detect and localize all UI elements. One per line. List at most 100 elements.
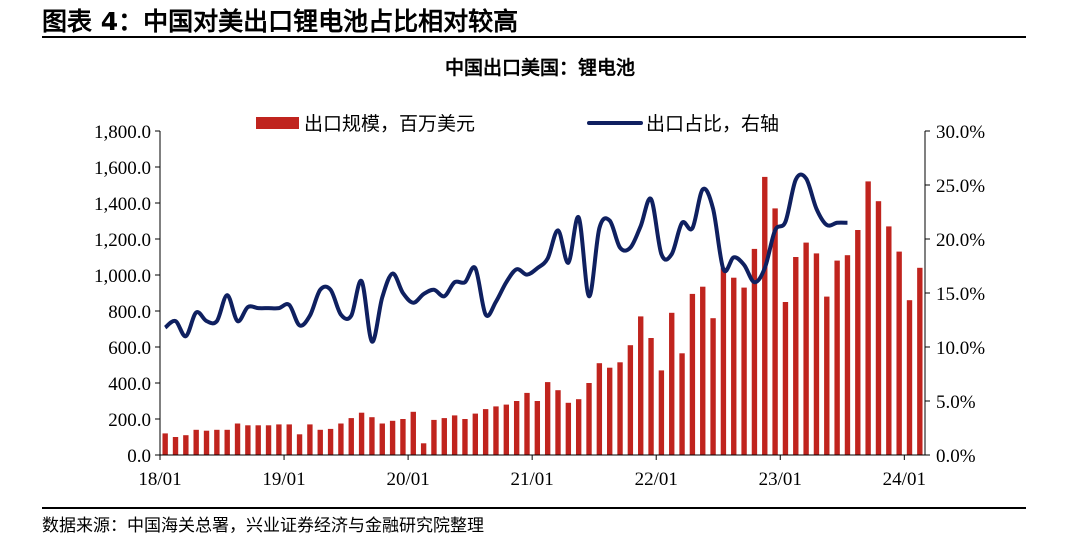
bar-49 [669,312,675,455]
bar-20 [369,417,375,455]
x-axis-labels: 18/01 19/01 20/01 21/01 22/01 23/01 24/01 [138,469,926,490]
bar-42 [596,363,603,455]
bar-19 [358,412,365,455]
bar-4 [203,430,210,455]
bar-6 [224,429,230,455]
right-tick-label-4: 20.0% [936,230,985,251]
bar-39 [565,402,572,455]
bar-9 [255,425,261,455]
bar-3 [193,429,199,455]
bar-23 [400,419,406,455]
bar-13 [296,434,303,455]
bar-10 [265,425,272,455]
bar-50 [679,353,685,455]
bar-35 [524,392,530,455]
bar-21 [379,423,385,455]
x-tick-label-2: 20/01 [386,469,429,490]
bar-44 [617,362,623,455]
right-tick-label-5: 25.0% [936,176,985,197]
bar-70 [886,226,892,455]
x-tick-label-6: 24/01 [883,469,926,490]
left-tick-label-7: 1,400.0 [94,194,151,215]
bar-26 [431,419,437,455]
x-tick-label-5: 23/01 [759,469,802,490]
right-tick-label-0: 0.0% [936,446,976,467]
bar-58 [762,176,768,455]
bar-68 [865,181,871,455]
source-note: 数据来源：中国海关总署，兴业证券经济与金融研究院整理 [42,516,484,536]
bar-33 [503,404,510,455]
bar-40 [575,399,582,455]
bar-29 [462,419,468,455]
bar-18 [348,418,354,455]
bar-52 [700,286,706,455]
bar-8 [245,425,251,455]
left-tick-label-0: 0.0 [127,446,151,467]
right-tick-label-3: 15.0% [936,284,985,305]
bar-64 [824,296,830,455]
bar-69 [875,201,882,455]
bar-41 [586,383,592,455]
bar-24 [410,411,416,455]
bar-54 [720,267,727,455]
bar-45 [627,345,634,455]
bar-47 [648,338,654,455]
bar-series [162,176,923,455]
bar-65 [834,260,840,455]
bar-63 [813,253,820,455]
bar-48 [658,370,665,455]
bar-25 [420,443,427,455]
legend-bar-label: 出口规模，百万美元 [304,113,475,135]
right-tick-label-1: 5.0% [936,392,976,413]
bar-5 [214,429,220,455]
bar-62 [803,242,809,455]
left-tick-label-2: 400.0 [108,374,151,395]
left-tick-label-5: 1,000.0 [94,266,151,287]
top-rule [42,36,1026,38]
bar-31 [482,409,489,455]
bar-11 [276,424,282,455]
bar-38 [555,390,561,455]
bar-71 [896,251,902,455]
left-tick-label-3: 600.0 [108,338,151,359]
right-axis-labels: 0.0% 5.0% 10.0% 15.0% 20.0% 25.0% 30.0% [936,122,985,467]
bar-73 [917,267,923,455]
left-tick-label-8: 1,600.0 [94,158,151,179]
bar-59 [772,208,778,455]
bar-32 [493,406,499,455]
figure-title: 图表 4：中国对美出口锂电池占比相对较高 [42,7,519,36]
bar-2 [183,435,189,455]
left-tick-label-4: 800.0 [108,302,151,323]
legend-bar-swatch [256,117,299,129]
bar-60 [782,302,789,455]
right-tick-label-6: 30.0% [936,122,985,143]
bar-1 [172,437,179,455]
bar-28 [451,415,458,455]
bar-67 [855,230,861,455]
bar-37 [544,382,551,455]
axes [155,130,930,460]
x-tick-label-1: 19/01 [262,469,305,490]
bar-16 [327,428,334,455]
bar-36 [534,401,541,455]
right-tick-label-2: 10.0% [936,338,985,359]
left-tick-label-6: 1,200.0 [94,230,151,251]
left-axis-labels: 0.0 200.0 400.0 600.0 800.0 1,000.0 1,200.0 1,4… [94,122,151,467]
bar-55 [731,277,737,455]
bottom-rule [42,507,1026,509]
bar-53 [710,318,716,455]
bar-0 [162,433,168,455]
left-tick-label-9: 1,800.0 [94,122,151,143]
bar-51 [689,293,696,455]
bar-17 [338,423,344,455]
bar-72 [906,300,913,455]
ratio-line [163,172,848,344]
x-tick-label-3: 21/01 [511,469,554,490]
bar-66 [844,255,851,455]
bar-7 [234,423,241,455]
bar-61 [793,257,799,455]
bar-43 [607,367,613,455]
legend-line-label: 出口占比，右轴 [646,113,779,135]
x-tick-label-4: 22/01 [635,469,678,490]
